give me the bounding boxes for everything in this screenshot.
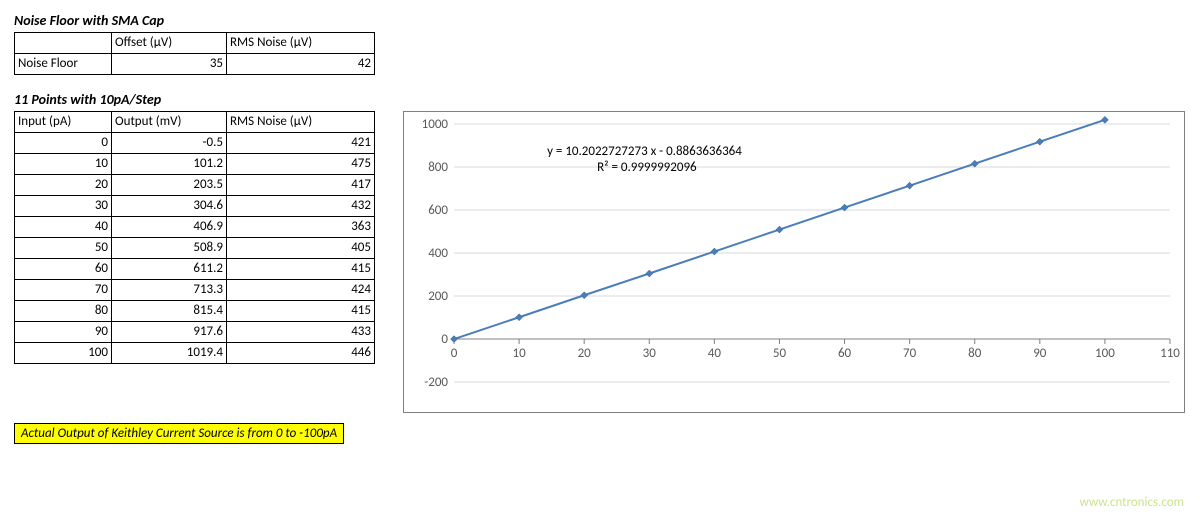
- table-row: 60611.2415: [15, 259, 375, 280]
- rms-cell: 363: [227, 217, 375, 238]
- input-cell: 60: [15, 259, 112, 280]
- svg-text:10: 10: [512, 346, 526, 361]
- output-cell: 815.4: [112, 301, 227, 322]
- data-marker: [581, 292, 588, 299]
- gridlines: [454, 124, 1170, 382]
- svg-text:400: 400: [428, 246, 448, 261]
- x-axis: [454, 339, 1170, 344]
- table-row: 90917.6433: [15, 322, 375, 343]
- svg-text:80: 80: [968, 346, 982, 361]
- data-marker: [711, 248, 718, 255]
- input-cell: 30: [15, 196, 112, 217]
- data-marker: [1101, 116, 1108, 123]
- chart-svg: -200020040060080010000102030405060708090…: [404, 112, 1184, 412]
- data-marker: [776, 226, 783, 233]
- output-cell: 101.2: [112, 154, 227, 175]
- rms-cell: 433: [227, 322, 375, 343]
- svg-text:50: 50: [773, 346, 787, 361]
- input-cell: 80: [15, 301, 112, 322]
- noise-rms-cell: 42: [227, 54, 375, 75]
- output-cell: 611.2: [112, 259, 227, 280]
- svg-text:800: 800: [428, 160, 448, 175]
- data-marker: [646, 270, 653, 277]
- data-marker: [1036, 138, 1043, 145]
- pts-col-input: Input (pA): [15, 112, 112, 133]
- rms-cell: 421: [227, 133, 375, 154]
- input-cell: 50: [15, 238, 112, 259]
- rms-cell: 432: [227, 196, 375, 217]
- watermark: www.cntronics.com: [1080, 495, 1184, 510]
- data-marker: [971, 160, 978, 167]
- output-cell: 203.5: [112, 175, 227, 196]
- data-marker: [516, 314, 523, 321]
- svg-text:0: 0: [441, 332, 448, 347]
- output-cell: -0.5: [112, 133, 227, 154]
- input-cell: 90: [15, 322, 112, 343]
- svg-text:70: 70: [903, 346, 917, 361]
- table-row: 20203.5417: [15, 175, 375, 196]
- noise-floor-row: Noise Floor 35 42: [15, 54, 375, 75]
- noise-row-label: Noise Floor: [15, 54, 112, 75]
- linearity-chart: -200020040060080010000102030405060708090…: [403, 111, 1185, 413]
- table-row: 30304.6432: [15, 196, 375, 217]
- rms-cell: 415: [227, 259, 375, 280]
- output-cell: 508.9: [112, 238, 227, 259]
- input-cell: 70: [15, 280, 112, 301]
- rms-cell: 405: [227, 238, 375, 259]
- table-row: 0-0.5421: [15, 133, 375, 154]
- svg-text:0: 0: [451, 346, 458, 361]
- output-cell: 406.9: [112, 217, 227, 238]
- points-title: 11 Points with 10pA/Step: [14, 91, 1186, 108]
- pts-col-output: Output (mV): [112, 112, 227, 133]
- output-cell: 713.3: [112, 280, 227, 301]
- table-row: 70713.3424: [15, 280, 375, 301]
- svg-text:20: 20: [578, 346, 592, 361]
- table-row: 10101.2475: [15, 154, 375, 175]
- svg-text:60: 60: [838, 346, 852, 361]
- table-row: 1001019.4446: [15, 343, 375, 364]
- noise-offset-cell: 35: [112, 54, 227, 75]
- svg-text:30: 30: [643, 346, 657, 361]
- rms-cell: 415: [227, 301, 375, 322]
- table-row: 40406.9363: [15, 217, 375, 238]
- svg-text:40: 40: [708, 346, 722, 361]
- svg-text:110: 110: [1160, 346, 1180, 361]
- svg-text:200: 200: [428, 289, 448, 304]
- equation-annotation: y = 10.2022727273 x - 0.8863636364R² = 0…: [547, 144, 742, 175]
- footnote-box: Actual Output of Keithley Current Source…: [14, 423, 344, 444]
- table-row: 50508.9405: [15, 238, 375, 259]
- noise-col-rms: RMS Noise (µV): [227, 33, 375, 54]
- svg-text:100: 100: [1095, 346, 1115, 361]
- input-cell: 0: [15, 133, 112, 154]
- noise-col-offset: Offset (µV): [112, 33, 227, 54]
- input-cell: 100: [15, 343, 112, 364]
- rms-cell: 417: [227, 175, 375, 196]
- points-table: Input (pA) Output (mV) RMS Noise (µV) 0-…: [14, 111, 375, 364]
- data-marker: [906, 182, 913, 189]
- svg-text:1000: 1000: [422, 117, 449, 132]
- svg-text:90: 90: [1033, 346, 1047, 361]
- rms-cell: 424: [227, 280, 375, 301]
- data-marker: [451, 336, 458, 343]
- noise-floor-table: Offset (µV) RMS Noise (µV) Noise Floor 3…: [14, 32, 375, 75]
- svg-text:-200: -200: [424, 375, 448, 390]
- svg-text:y = 10.2022727273 x - 0.886363: y = 10.2022727273 x - 0.8863636364: [547, 144, 742, 159]
- output-cell: 917.6: [112, 322, 227, 343]
- pts-col-rms: RMS Noise (µV): [227, 112, 375, 133]
- rms-cell: 446: [227, 343, 375, 364]
- output-cell: 304.6: [112, 196, 227, 217]
- input-cell: 10: [15, 154, 112, 175]
- input-cell: 20: [15, 175, 112, 196]
- input-cell: 40: [15, 217, 112, 238]
- rms-cell: 475: [227, 154, 375, 175]
- svg-text:R² = 0.9999992096: R² = 0.9999992096: [597, 160, 697, 175]
- output-cell: 1019.4: [112, 343, 227, 364]
- svg-text:600: 600: [428, 203, 448, 218]
- table-row: 80815.4415: [15, 301, 375, 322]
- noise-floor-title: Noise Floor with SMA Cap: [14, 12, 1186, 29]
- noise-col-0: [15, 33, 112, 54]
